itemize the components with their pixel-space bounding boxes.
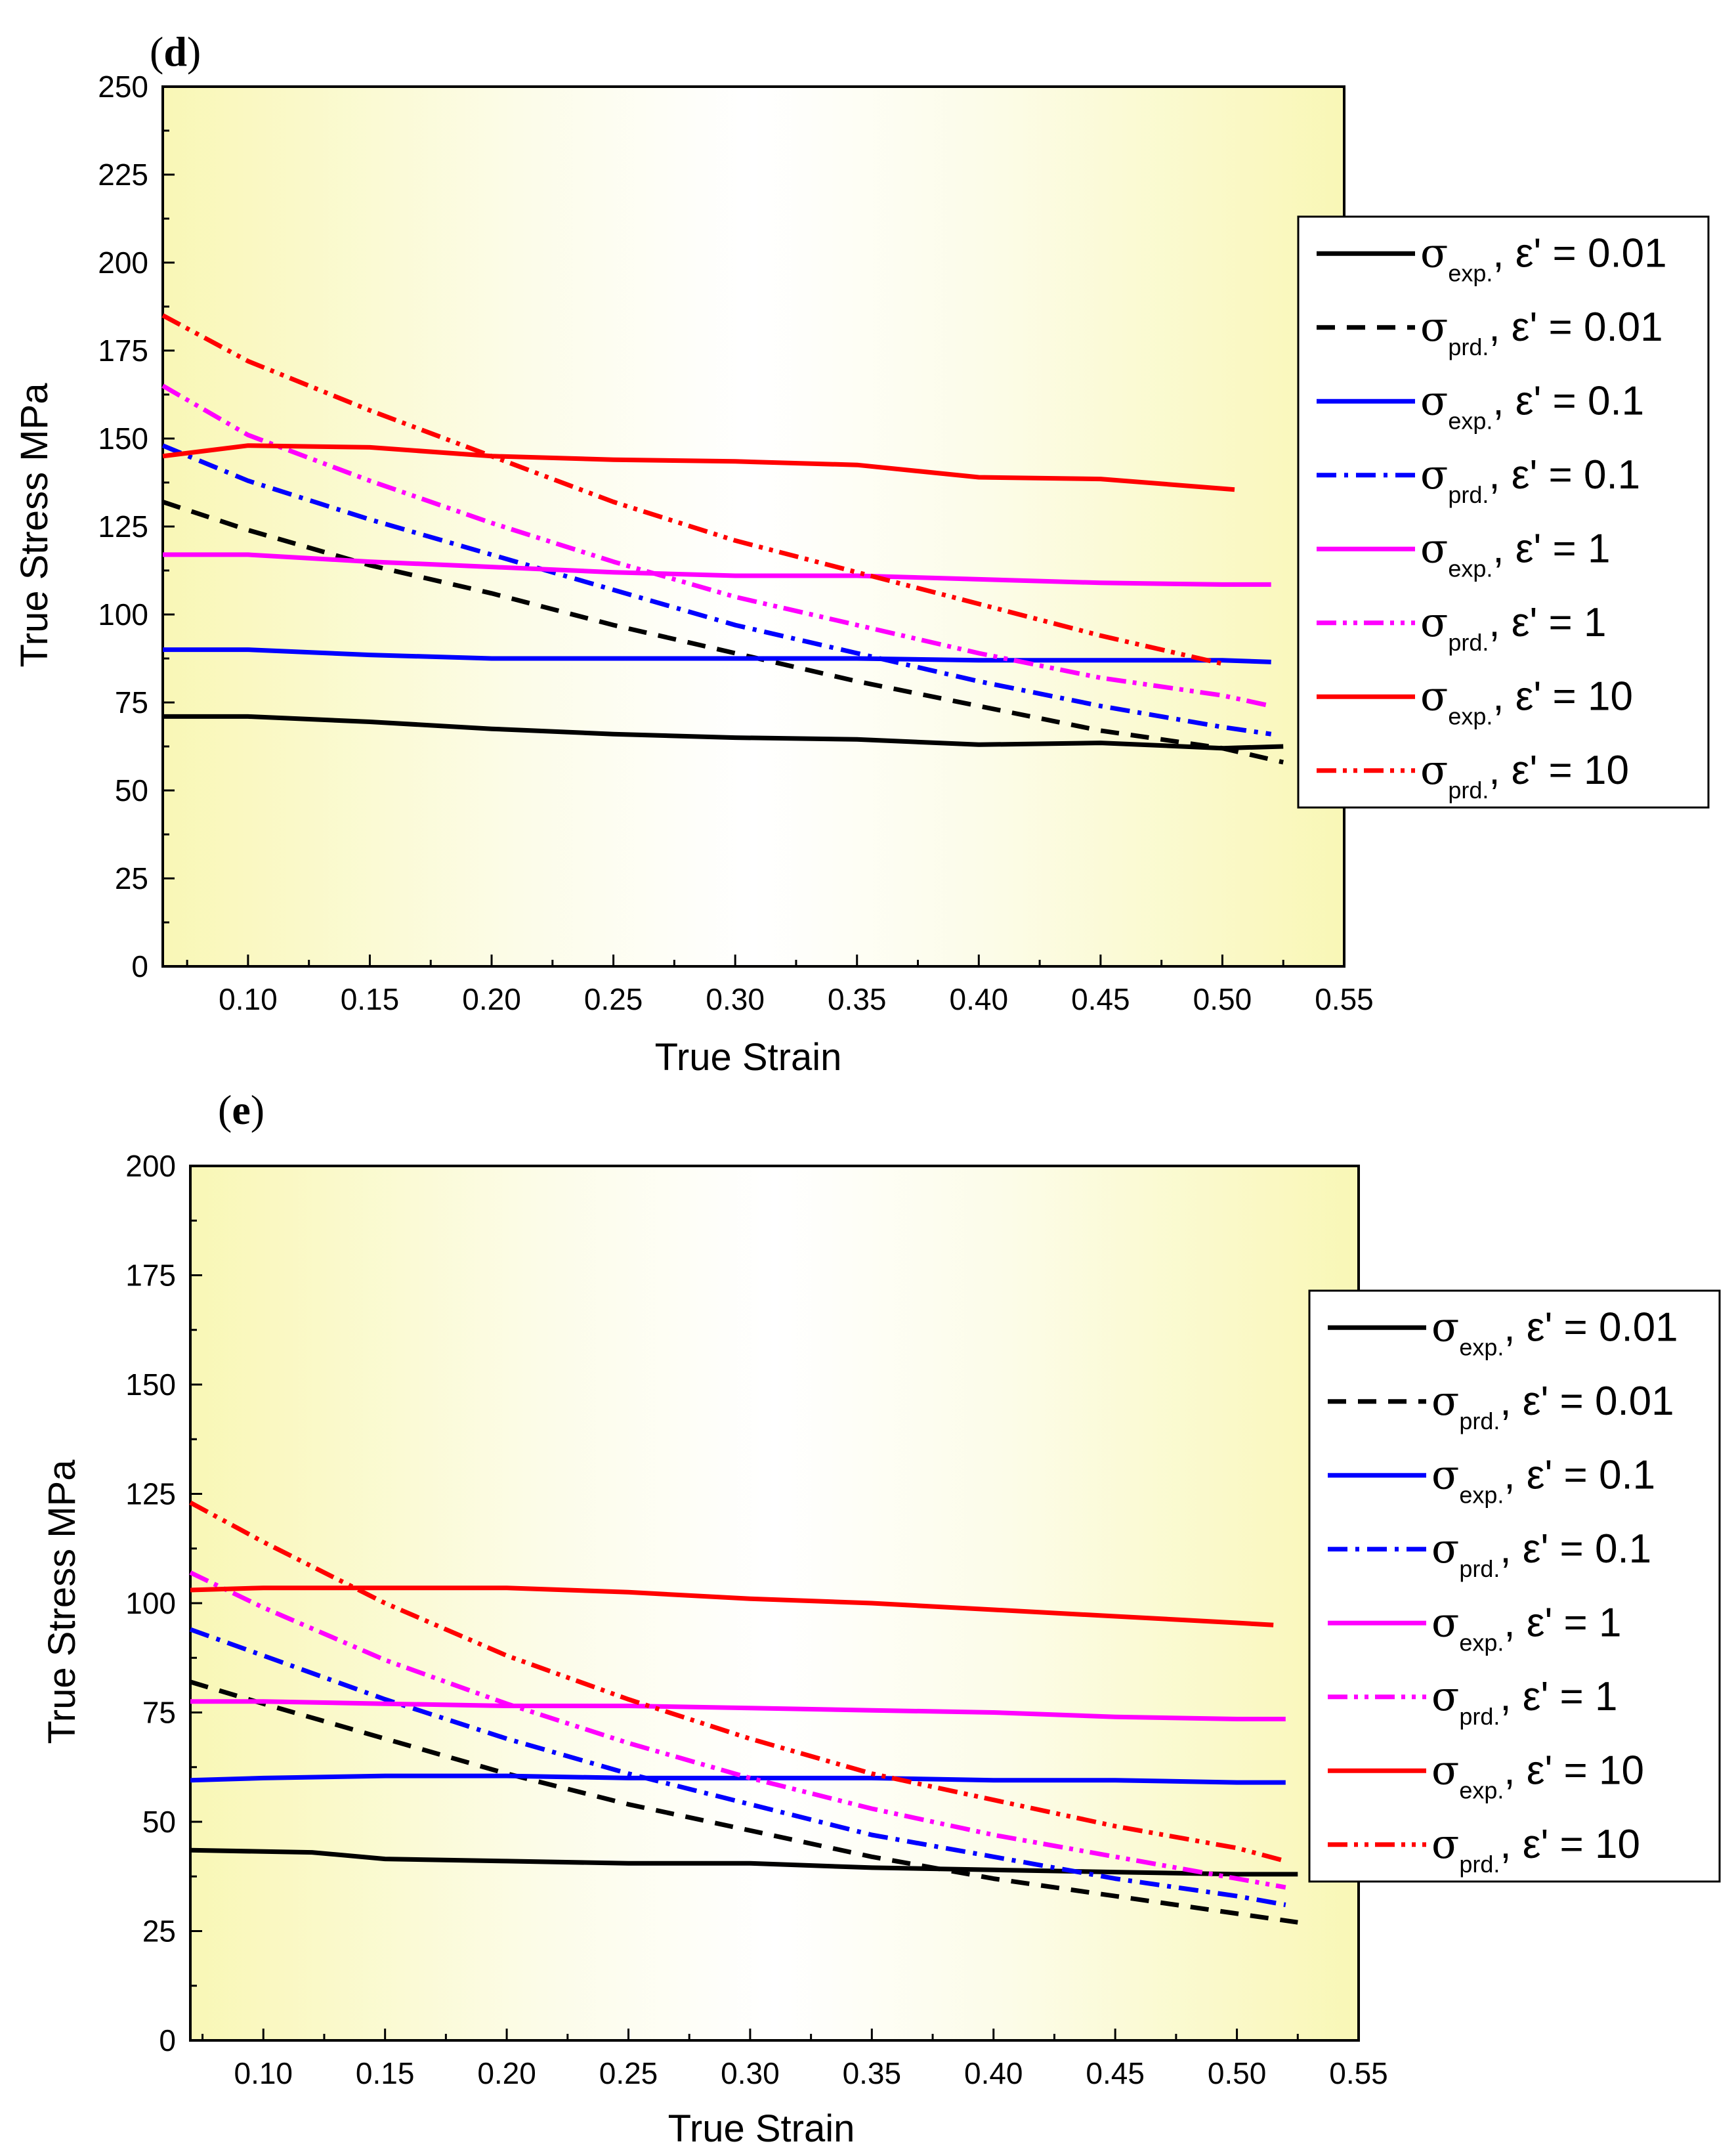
y-tick-label: 75 <box>142 1696 176 1730</box>
series-line <box>189 1679 1298 1925</box>
x-tick-label: 0.40 <box>964 2056 1023 2090</box>
legend: σexp., ε' = 0.01 σprd., ε' = 0.01 σexp., ε… <box>1297 215 1710 809</box>
x-tick-label: 0.20 <box>462 982 521 1016</box>
legend: σexp., ε' = 0.01 σprd., ε' = 0.01 σexp., ε… <box>1308 1289 1721 1883</box>
panel-letter: e <box>232 1087 250 1133</box>
y-tick-label: 200 <box>125 1149 176 1183</box>
y-tick-label: 50 <box>142 1805 176 1839</box>
y-tick-label: 100 <box>125 1586 176 1620</box>
legend-label: σexp., ε' = 1 <box>1431 1598 1621 1656</box>
y-tick-label: 250 <box>98 70 148 104</box>
x-tick-label: 0.10 <box>219 982 278 1016</box>
y-tick-label: 0 <box>159 2023 176 2057</box>
x-tick-label: 0.15 <box>341 982 400 1016</box>
series-line <box>190 1847 1298 1877</box>
legend-label: σexp., ε' = 0.01 <box>1420 228 1667 286</box>
series-line <box>190 1585 1274 1627</box>
x-tick-label: 0.15 <box>356 2056 415 2090</box>
series-line <box>161 500 1284 765</box>
y-axis-title: True Stress MPa <box>41 1459 83 1744</box>
chart-panel-d: (d) 0 25 50 75 100 125 150 175 200 225 250 0.10 0.15… <box>13 28 1710 1079</box>
y-tick-label: 100 <box>98 597 148 632</box>
legend-label: σexp., ε' = 10 <box>1431 1746 1644 1803</box>
legend-label: σexp., ε' = 0.1 <box>1420 376 1644 434</box>
y-tick-label: 225 <box>98 158 148 192</box>
x-tick-label: 0.35 <box>828 982 887 1016</box>
y-tick-label: 125 <box>98 509 148 544</box>
series-line <box>190 1773 1286 1785</box>
y-tick-label: 75 <box>115 685 148 720</box>
x-tick-label: 0.55 <box>1315 982 1374 1016</box>
x-axis-title: True Strain <box>668 2107 855 2150</box>
panel-label: (e) <box>218 1087 265 1133</box>
series-line <box>163 647 1271 664</box>
y-tick-label: 150 <box>98 421 148 456</box>
x-tick-label: 0.25 <box>599 2056 658 2090</box>
y-tick-label: 0 <box>131 949 148 983</box>
y-tick-label: 25 <box>115 861 148 895</box>
series-line <box>162 443 1235 492</box>
plot-area <box>161 85 1345 968</box>
x-tick-label: 0.55 <box>1329 2056 1388 2090</box>
series-line <box>163 714 1284 751</box>
series-layer <box>161 313 1284 765</box>
series-line <box>161 443 1272 737</box>
y-tick-label: 175 <box>125 1259 176 1293</box>
x-tick-label: 0.35 <box>843 2056 902 2090</box>
legend-label: σprd., ε' = 0.1 <box>1420 450 1640 508</box>
series-line <box>163 552 1271 587</box>
x-tick-label: 0.45 <box>1086 2056 1145 2090</box>
legend-label: σprd., ε' = 0.1 <box>1431 1524 1651 1582</box>
legend-label: σprd., ε' = 10 <box>1420 746 1629 804</box>
x-tick-label: 0.50 <box>1208 2056 1267 2090</box>
series-line <box>189 1570 1286 1890</box>
x-tick-label: 0.40 <box>950 982 1009 1016</box>
legend-label: σexp., ε' = 10 <box>1420 672 1633 729</box>
series-layer <box>189 1500 1298 1925</box>
x-tick-label: 0.30 <box>721 2056 780 2090</box>
y-tick-label: 175 <box>98 334 148 368</box>
panel-label: (d) <box>150 28 201 75</box>
x-tick-label: 0.30 <box>706 982 765 1016</box>
x-tick-label: 0.10 <box>234 2056 293 2090</box>
y-tick-label: 200 <box>98 246 148 280</box>
legend-label: σexp., ε' = 1 <box>1420 524 1610 582</box>
plot-area <box>189 1165 1360 2042</box>
legend-label: σprd., ε' = 0.01 <box>1420 303 1663 360</box>
axis-ticks: 0 25 50 75 100 125 150 175 200 0.10 0.15 0.20 0.25 0.… <box>125 1149 1388 2090</box>
legend-label: σprd., ε' = 1 <box>1420 598 1606 656</box>
legend-label: σprd., ε' = 10 <box>1431 1820 1640 1878</box>
legend-box <box>1297 215 1710 809</box>
x-tick-label: 0.45 <box>1071 982 1130 1016</box>
y-tick-label: 50 <box>115 773 148 807</box>
legend-label: σexp., ε' = 0.1 <box>1431 1450 1655 1508</box>
axis-ticks: 0 25 50 75 100 125 150 175 200 225 250 0.10 0.15 0.20… <box>98 70 1374 1016</box>
x-tick-label: 0.25 <box>584 982 643 1016</box>
panel-letter: d <box>163 28 187 75</box>
x-tick-label: 0.20 <box>477 2056 536 2090</box>
x-tick-label: 0.50 <box>1193 982 1252 1016</box>
legend-label: σprd., ε' = 0.01 <box>1431 1377 1674 1434</box>
y-tick-label: 150 <box>125 1367 176 1402</box>
y-tick-label: 125 <box>125 1477 176 1511</box>
series-line <box>190 1699 1286 1721</box>
legend-label: σprd., ε' = 1 <box>1431 1672 1617 1730</box>
x-axis-title: True Strain <box>655 1036 842 1079</box>
series-line <box>189 1627 1286 1907</box>
legend-box <box>1308 1289 1721 1883</box>
legend-label: σexp., ε' = 0.01 <box>1431 1302 1678 1360</box>
y-tick-label: 25 <box>142 1914 176 1948</box>
y-axis-title: True Stress MPa <box>13 383 56 668</box>
chart-panel-e: (e) 0 25 50 75 100 125 150 175 200 0.10 0.15 0.20 0.… <box>41 1087 1721 2150</box>
